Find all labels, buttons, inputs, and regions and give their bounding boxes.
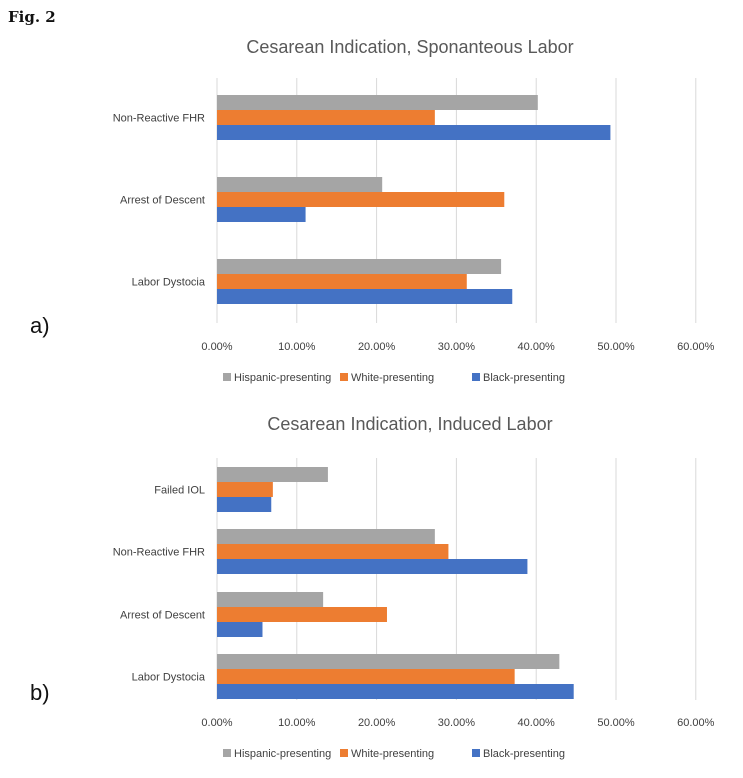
chart-a-bar [217, 289, 513, 304]
chart-b-bar [217, 622, 263, 637]
chart-a-legend-label: Hispanic-presenting [234, 372, 331, 384]
figure-label: Fig. 2 [8, 8, 56, 26]
chart-a-bar [217, 274, 467, 289]
chart-b-legend-label: White-presenting [351, 748, 434, 760]
chart-a-bar [217, 259, 502, 274]
chart-b-bar [217, 544, 449, 559]
chart-a-x-tick-label: 40.00% [518, 341, 556, 353]
chart-b-legend-swatch [340, 749, 348, 757]
chart-b-bar [217, 482, 273, 497]
chart-b-bar [217, 684, 574, 699]
chart-b-x-tick-label: 30.00% [438, 717, 476, 729]
chart-b-x-tick-label: 20.00% [358, 717, 396, 729]
chart-b-legend-label: Black-presenting [483, 748, 565, 760]
chart-a-legend-label: Black-presenting [483, 372, 565, 384]
chart-a-bar [217, 177, 383, 192]
chart-a-category-label: Non-Reactive FHR [113, 113, 205, 125]
chart-a-title: Cesarean Indication, Sponanteous Labor [246, 37, 573, 57]
chart-a-x-tick-label: 30.00% [438, 341, 476, 353]
chart-a-x-tick-label: 0.00% [201, 341, 232, 353]
chart-b-bar [217, 467, 328, 482]
chart-b-title: Cesarean Indication, Induced Labor [267, 414, 552, 434]
chart-b-legend-swatch [472, 749, 480, 757]
chart-b-x-tick-label: 50.00% [597, 717, 635, 729]
chart-a-bar [217, 125, 611, 140]
chart-a-bar [217, 192, 505, 207]
chart-a-category-label: Arrest of Descent [120, 195, 205, 207]
chart-b-legend-label: Hispanic-presenting [234, 748, 331, 760]
chart-b-category-label: Non-Reactive FHR [113, 547, 205, 559]
chart-b-x-tick-label: 10.00% [278, 717, 316, 729]
chart-a-x-tick-label: 50.00% [597, 341, 635, 353]
chart-b-category-label: Failed IOL [154, 485, 205, 497]
chart-a-x-tick-label: 10.00% [278, 341, 316, 353]
chart-b-x-tick-label: 0.00% [201, 717, 232, 729]
chart-b-bar [217, 607, 387, 622]
chart-a-category-label: Labor Dystocia [132, 277, 206, 289]
chart-b-legend-swatch [223, 749, 231, 757]
chart-a-legend-swatch [472, 373, 480, 381]
chart-b-bar [217, 654, 560, 669]
chart-b-category-label: Arrest of Descent [120, 610, 205, 622]
chart-b-category-label: Labor Dystocia [132, 672, 206, 684]
chart-a-x-tick-label: 60.00% [677, 341, 715, 353]
chart-b-bar [217, 529, 435, 544]
chart-b-panel-label: b) [30, 680, 50, 705]
chart-a-legend-swatch [223, 373, 231, 381]
chart-b-x-tick-label: 60.00% [677, 717, 715, 729]
chart-a-legend-label: White-presenting [351, 372, 434, 384]
chart-b-bar [217, 669, 515, 684]
chart-a-bar [217, 207, 306, 222]
chart-a-bar [217, 95, 538, 110]
chart-a-panel-label: a) [30, 313, 50, 338]
chart-a-bar [217, 110, 435, 125]
chart-b-x-tick-label: 40.00% [518, 717, 556, 729]
chart-a-x-tick-label: 20.00% [358, 341, 396, 353]
chart-b-bar [217, 497, 272, 512]
chart-a-legend-swatch [340, 373, 348, 381]
chart-b-bar [217, 592, 324, 607]
chart-b-bar [217, 559, 528, 574]
